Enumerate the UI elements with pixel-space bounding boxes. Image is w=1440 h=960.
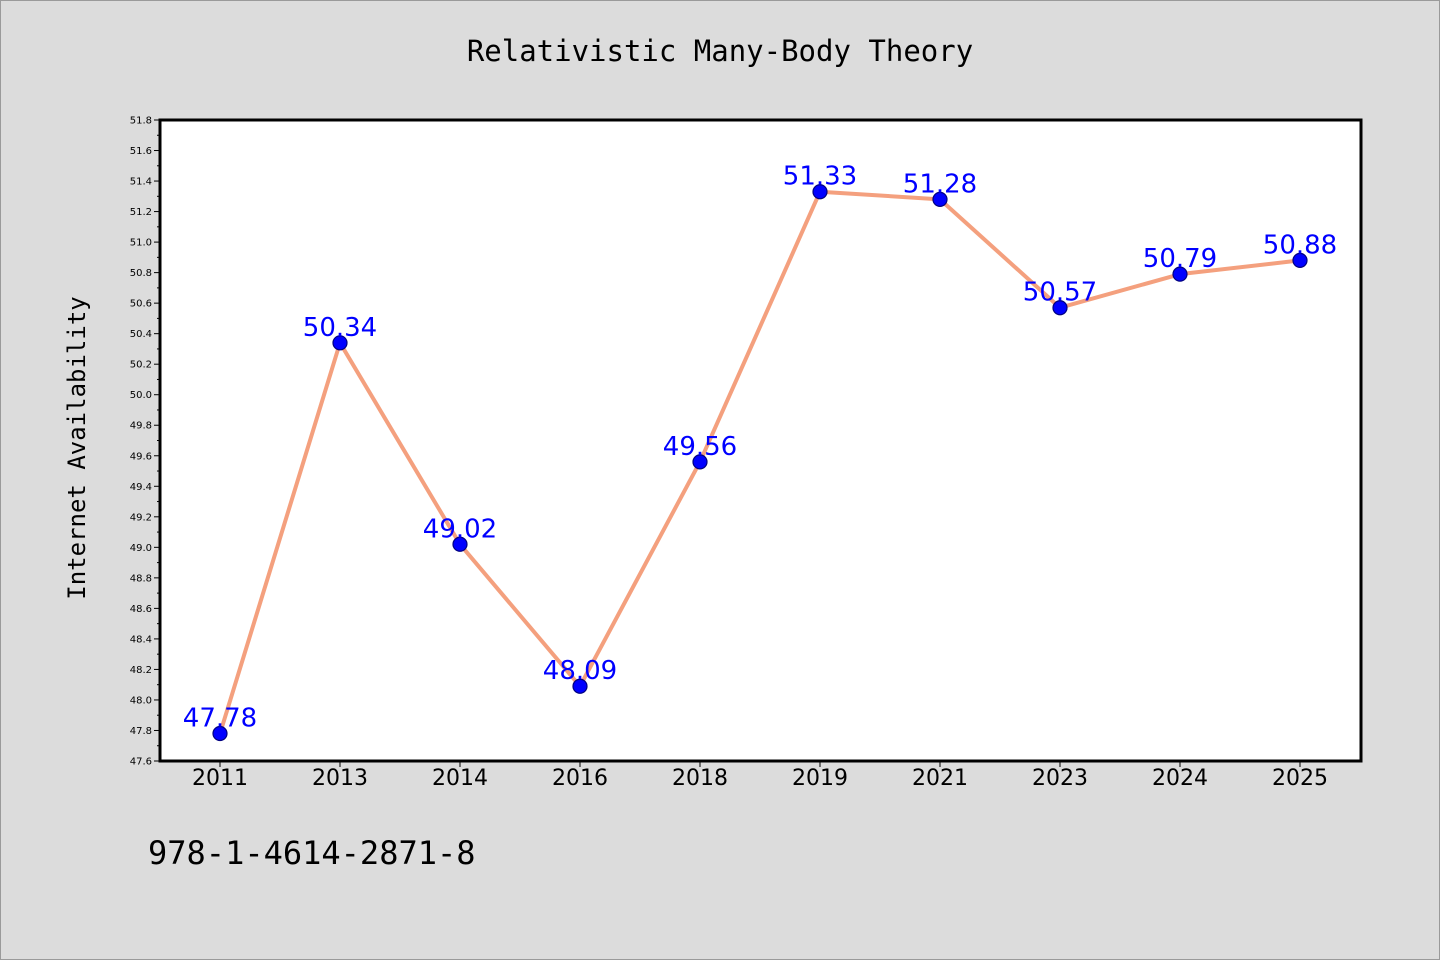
x-tick-label: 2024 [1152,766,1208,791]
data-point-marker [452,536,468,552]
y-tick-label: 51.8 [130,116,152,127]
y-tick-label: 48.2 [130,665,152,676]
y-tick-label: 51.6 [130,146,152,157]
x-tick-label: 2016 [552,766,608,791]
y-tick-label: 50.4 [130,329,152,340]
y-tick-label: 49.2 [130,512,152,523]
y-tick-label: 49.8 [130,421,152,432]
y-axis-label: Internet Availability [63,296,91,599]
x-tick-label: 2014 [432,766,488,791]
data-label: 49.56 [663,432,737,462]
y-tick-label: 49.4 [130,482,152,493]
data-label: 50.57 [1023,278,1097,308]
y-tick-label: 47.8 [130,726,152,737]
y-tick-label: 50.6 [130,299,152,310]
data-point-marker [1172,266,1188,282]
data-label: 49.02 [423,514,497,544]
data-point-marker [692,454,708,470]
y-tick-label: 51.2 [130,207,152,218]
chart-title: Relativistic Many-Body Theory [466,34,974,68]
data-point-marker [932,191,948,207]
y-tick-label: 50.8 [130,268,152,279]
x-tick-label: 2013 [312,766,368,791]
data-label: 50.79 [1143,244,1217,274]
data-label: 51.33 [783,162,857,192]
series-line [218,189,1302,736]
x-tick-label: 2023 [1032,766,1088,791]
isbn-footer-text: 978-1-4614-2871-8 [148,834,476,872]
data-label: 51.28 [903,169,977,199]
y-tick-label: 49.0 [130,543,152,554]
data-point-marker [572,678,588,694]
x-tick-label: 2021 [912,766,968,791]
y-tick-label: 48.0 [130,695,152,706]
y-tick-label: 51.0 [130,238,152,249]
data-label: 47.78 [183,704,257,734]
data-point-marker [1052,300,1068,316]
data-point-marker [332,335,348,351]
x-tick-label: 2011 [192,766,248,791]
y-tick-label: 51.4 [130,177,152,188]
x-tick-label: 2025 [1272,766,1328,791]
data-point-marker [812,184,828,200]
data-point-marker [1292,252,1308,269]
data-point-marker [212,725,228,742]
y-tick-label: 49.6 [130,451,152,462]
y-tick-label: 48.8 [130,573,152,584]
y-tick-label: 47.6 [130,757,152,768]
y-tick-label: 50.0 [130,390,152,401]
y-tick-label: 48.6 [130,604,152,615]
y-tick-label: 48.4 [130,634,152,645]
x-tick-label: 2018 [672,766,728,791]
data-label: 48.09 [543,656,617,686]
data-label: 50.88 [1263,230,1337,260]
x-tick-label: 2019 [792,766,848,791]
y-tick-label: 50.2 [130,360,152,371]
data-label: 50.34 [303,313,377,343]
plot-area [158,118,1363,763]
